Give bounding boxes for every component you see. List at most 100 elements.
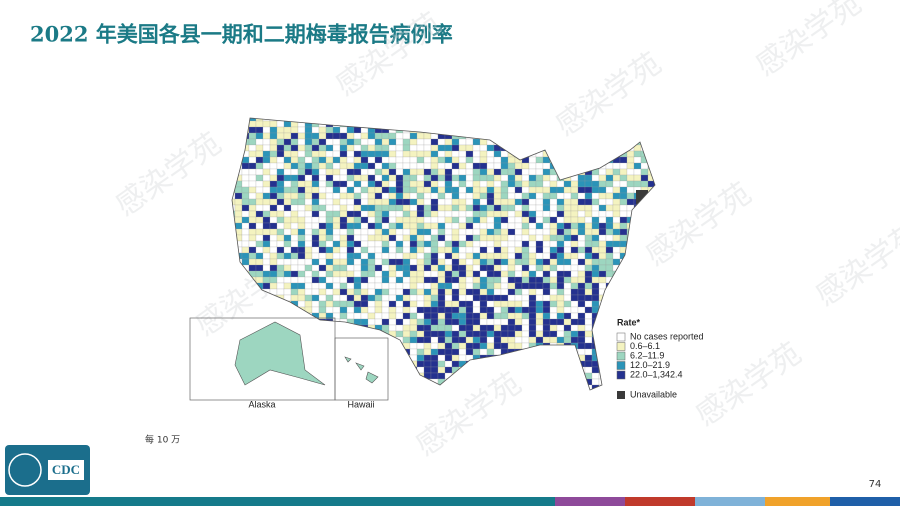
county <box>304 258 313 266</box>
county <box>486 324 495 332</box>
county <box>409 264 418 272</box>
logo-text: CDC <box>52 462 80 477</box>
county <box>514 174 523 182</box>
county <box>556 264 565 272</box>
county <box>360 234 369 242</box>
county <box>388 252 397 260</box>
county <box>381 180 390 188</box>
county <box>325 174 334 182</box>
county <box>388 288 397 296</box>
county <box>409 378 418 386</box>
county <box>388 234 397 242</box>
county <box>242 391 249 397</box>
county <box>472 264 481 272</box>
county <box>276 138 285 146</box>
county <box>318 118 327 122</box>
county <box>437 210 446 218</box>
county <box>563 276 572 284</box>
county <box>605 120 614 128</box>
county <box>298 391 305 397</box>
county <box>451 216 460 224</box>
county <box>528 234 537 242</box>
legend-swatch <box>616 370 626 380</box>
county <box>584 198 593 206</box>
legend-title: Rate* <box>617 317 641 327</box>
county <box>346 276 355 284</box>
county <box>409 336 418 344</box>
county <box>241 118 250 122</box>
county <box>486 144 495 152</box>
county <box>262 216 271 224</box>
county <box>318 156 327 164</box>
county <box>514 118 523 122</box>
county <box>416 300 425 308</box>
county <box>353 228 362 236</box>
county <box>325 126 334 134</box>
county <box>325 204 334 212</box>
county <box>388 246 397 254</box>
county <box>318 372 327 380</box>
county <box>367 264 376 272</box>
county <box>640 120 649 128</box>
county <box>605 150 614 158</box>
county <box>430 150 439 158</box>
county <box>262 180 271 188</box>
county <box>458 324 467 332</box>
county <box>500 204 509 212</box>
county <box>486 234 495 242</box>
county <box>402 216 411 224</box>
county <box>318 186 327 194</box>
county <box>458 240 467 248</box>
county <box>570 198 579 206</box>
county <box>626 120 635 128</box>
county <box>311 324 320 332</box>
county <box>493 342 502 350</box>
county <box>402 252 411 260</box>
county <box>430 198 439 206</box>
county <box>605 330 614 338</box>
county <box>612 162 621 170</box>
county <box>360 354 369 362</box>
county <box>549 348 558 356</box>
county <box>304 336 313 344</box>
county <box>514 318 523 326</box>
county <box>430 324 439 332</box>
county <box>381 222 390 230</box>
county <box>556 294 565 302</box>
county <box>507 162 516 170</box>
county <box>367 318 376 326</box>
county <box>430 192 439 200</box>
county <box>493 174 502 182</box>
county <box>458 300 467 308</box>
county <box>367 168 376 176</box>
county <box>493 156 502 164</box>
county <box>486 126 495 134</box>
county <box>626 258 635 266</box>
county <box>402 330 411 338</box>
county <box>402 132 411 140</box>
county <box>437 306 446 314</box>
county <box>514 180 523 188</box>
county <box>493 150 502 158</box>
county <box>556 246 565 254</box>
county <box>430 138 439 146</box>
county <box>577 150 586 158</box>
county <box>465 198 474 206</box>
county <box>262 234 271 242</box>
county <box>654 192 655 200</box>
county <box>234 330 243 338</box>
county <box>416 282 425 290</box>
county <box>311 216 320 224</box>
county <box>416 222 425 230</box>
county <box>346 372 355 380</box>
county <box>563 222 572 230</box>
county <box>591 252 600 260</box>
county <box>647 318 655 326</box>
county <box>451 180 460 188</box>
county <box>570 306 579 314</box>
watermark: 感染学苑 <box>809 216 900 313</box>
county <box>647 312 655 320</box>
county <box>451 246 460 254</box>
county <box>402 342 411 350</box>
county <box>255 126 264 134</box>
